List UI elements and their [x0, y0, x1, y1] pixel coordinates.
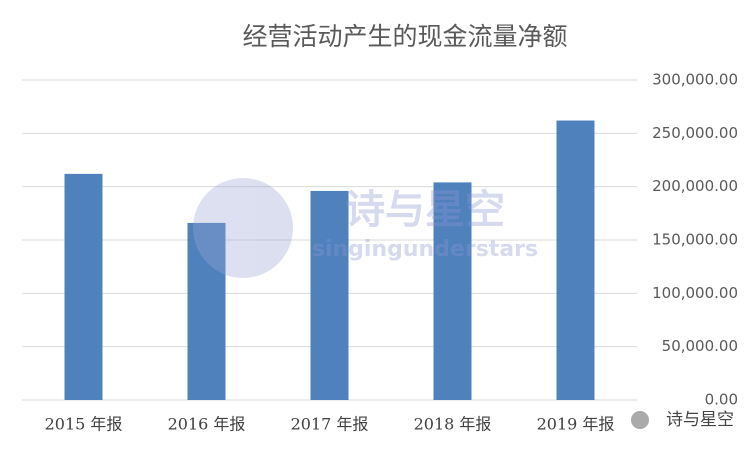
watermark-title: 诗与星空: [345, 187, 505, 233]
x-tick-label: 2016 年报: [168, 415, 246, 434]
y-tick-label: 150,000.00: [652, 231, 738, 249]
corner-icon: [631, 411, 649, 429]
watermark-subtitle: singingunderstars: [312, 237, 538, 262]
x-tick-label: 2017 年报: [291, 415, 369, 434]
chart-title: 经营活动产生的现金流量净额: [242, 22, 567, 51]
watermark: 诗与星空 singingunderstars: [193, 178, 538, 278]
y-tick-label: 100,000.00: [652, 284, 738, 302]
corner-watermark: 诗与星空: [666, 410, 734, 430]
bar: [64, 173, 103, 400]
x-tick-label: 2019 年报: [537, 415, 615, 434]
bar: [310, 190, 349, 400]
bar: [433, 182, 472, 400]
x-tick-label: 2018 年报: [414, 415, 492, 434]
y-tick-label: 200,000.00: [652, 177, 738, 195]
y-tick-label: 50,000.00: [662, 337, 738, 355]
y-tick-label: 0.00: [705, 391, 738, 409]
watermark-logo: [193, 178, 293, 278]
plot-area: 0.00 50,000.00 100,000.00 150,000.00 200,000…: [22, 71, 738, 434]
y-tick-label: 250,000.00: [652, 124, 738, 142]
bar: [187, 222, 226, 400]
x-tick-label: 2015 年报: [45, 415, 123, 434]
bar: [556, 120, 595, 401]
y-tick-label: 300,000.00: [652, 71, 738, 89]
